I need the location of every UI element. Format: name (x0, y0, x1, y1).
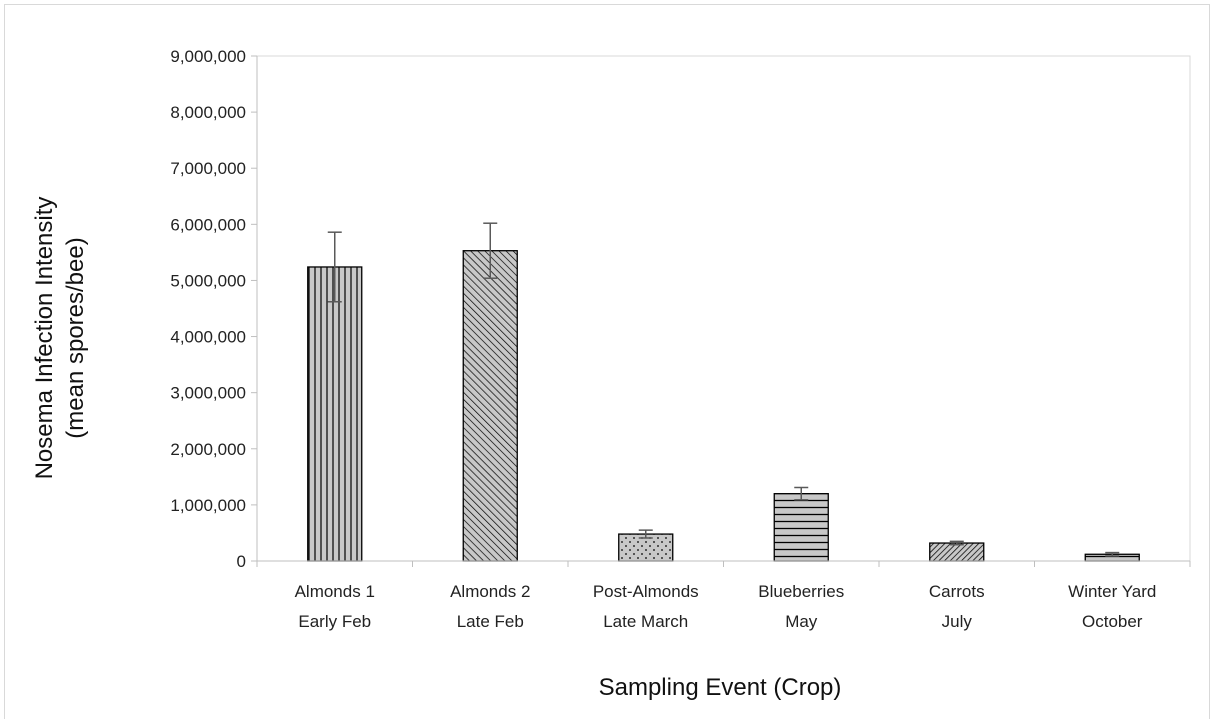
bar (773, 493, 829, 562)
y-tick-label: 9,000,000 (170, 47, 246, 66)
y-tick-label: 5,000,000 (170, 271, 246, 290)
y-tick-label: 7,000,000 (170, 159, 246, 178)
x-category-label-line1: Post-Almonds (593, 582, 699, 601)
x-category-label-line1: Winter Yard (1068, 582, 1156, 601)
x-category-label-line1: Almonds 1 (295, 582, 375, 601)
y-tick-label: 6,000,000 (170, 215, 246, 234)
x-category-label-line2: Early Feb (298, 612, 371, 631)
x-category-label-line2: Late March (603, 612, 688, 631)
x-category-label-line2: Late Feb (457, 612, 524, 631)
y-tick-label: 0 (237, 552, 246, 571)
y-tick-label: 4,000,000 (170, 328, 246, 347)
plot-area-border (256, 55, 1191, 562)
y-axis-title-line2: (mean spores/bee) (62, 237, 89, 438)
y-tick-label: 2,000,000 (170, 440, 246, 459)
x-category-label-line1: Blueberries (758, 582, 844, 601)
bar (462, 250, 518, 562)
x-axis-title: Sampling Event (Crop) (599, 674, 842, 701)
chart-frame (4, 4, 1210, 719)
bar (929, 542, 985, 562)
x-category-label-line2: July (942, 612, 973, 631)
x-category-label-line2: May (785, 612, 818, 631)
x-category-label-line1: Almonds 2 (450, 582, 530, 601)
bar (307, 266, 363, 562)
y-tick-label: 3,000,000 (170, 384, 246, 403)
x-category-label-line1: Carrots (929, 582, 985, 601)
y-tick-label: 1,000,000 (170, 496, 246, 515)
y-tick-label: 8,000,000 (170, 103, 246, 122)
y-axis-title-line1: Nosema Infection Intensity (31, 197, 58, 480)
x-category-label-line2: October (1082, 612, 1143, 631)
